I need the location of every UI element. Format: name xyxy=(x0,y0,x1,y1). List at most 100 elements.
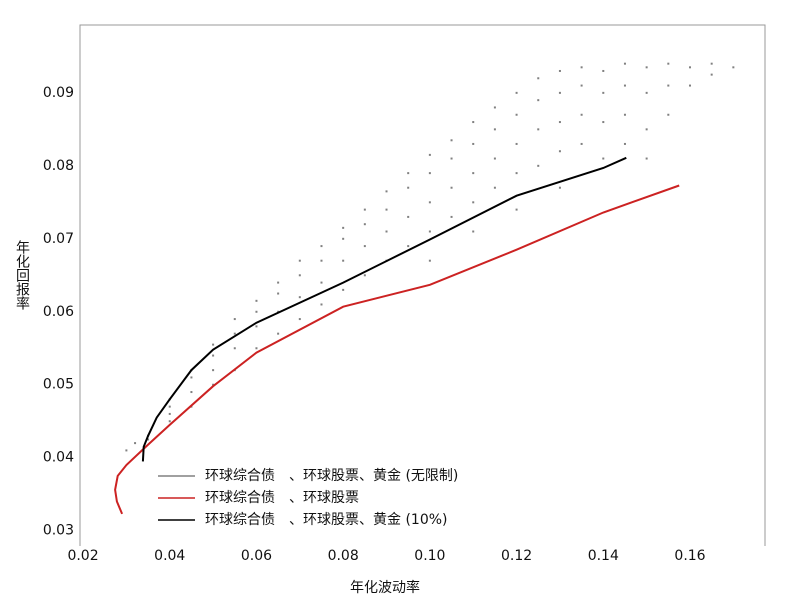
y-tick-label: 0.07 xyxy=(43,231,74,247)
scatter-point xyxy=(515,113,518,116)
scatter-point xyxy=(472,201,475,204)
series-line xyxy=(141,156,627,462)
scatter-point xyxy=(515,172,518,175)
scatter-point xyxy=(580,84,583,87)
scatter-point xyxy=(385,230,388,233)
scatter-point xyxy=(645,157,648,160)
scatter-point xyxy=(732,66,735,69)
scatter-point xyxy=(342,237,345,240)
scatter-point xyxy=(125,449,128,452)
scatter-point xyxy=(558,186,561,189)
scatter-point xyxy=(407,245,410,248)
scatter-point xyxy=(602,91,605,94)
y-tick-label: 0.09 xyxy=(43,85,74,101)
scatter-point xyxy=(255,310,258,313)
x-tick-label: 0.16 xyxy=(674,548,705,564)
scatter-point xyxy=(537,128,540,131)
scatter-point xyxy=(645,91,648,94)
scatter-point xyxy=(320,303,323,306)
scatter-point xyxy=(580,113,583,116)
scatter-point xyxy=(255,299,258,302)
y-tick-label: 0.04 xyxy=(43,450,74,466)
scatter-point xyxy=(645,66,648,69)
scatter-point xyxy=(277,292,280,295)
scatter-point xyxy=(298,296,301,299)
scatter-point xyxy=(602,69,605,72)
x-tick-label: 0.10 xyxy=(414,548,445,564)
y-tick-label: 0.05 xyxy=(43,377,74,393)
scatter-point xyxy=(212,343,215,346)
x-tick-label: 0.12 xyxy=(501,548,532,564)
y-tick-label: 0.06 xyxy=(43,304,74,320)
y-tick-label: 0.08 xyxy=(43,158,74,174)
scatter-point xyxy=(667,84,670,87)
scatter-point xyxy=(342,288,345,291)
scatter-point xyxy=(537,99,540,102)
scatter-point xyxy=(710,73,713,76)
scatter-point xyxy=(277,332,280,335)
y-tick-label: 0.03 xyxy=(43,523,74,539)
scatter-point xyxy=(515,142,518,145)
scatter-point xyxy=(667,113,670,116)
scatter-point xyxy=(190,376,193,379)
scatter-point xyxy=(558,121,561,124)
plot-frame xyxy=(79,24,766,546)
scatter-point xyxy=(688,66,691,69)
y-axis-label: 年化回报率 xyxy=(14,240,30,310)
scatter-point xyxy=(515,91,518,94)
x-tick-label: 0.14 xyxy=(588,548,619,564)
scatter-point xyxy=(450,157,453,160)
scatter-point xyxy=(472,142,475,145)
scatter-point xyxy=(667,62,670,65)
scatter-point xyxy=(537,164,540,167)
scatter-point xyxy=(472,172,475,175)
scatter-point xyxy=(558,150,561,153)
scatter-point xyxy=(385,190,388,193)
scatter-point xyxy=(450,215,453,218)
x-tick-label: 0.04 xyxy=(154,548,185,564)
scatter-point xyxy=(233,318,236,321)
scatter-point xyxy=(428,230,431,233)
scatter-point xyxy=(168,405,171,408)
scatter-point xyxy=(602,121,605,124)
scatter-point xyxy=(623,113,626,116)
scatter-point xyxy=(320,281,323,284)
scatter-point xyxy=(190,391,193,394)
scatter-point xyxy=(428,172,431,175)
scatter-point xyxy=(493,106,496,109)
scatter-point xyxy=(363,274,366,277)
scatter-point xyxy=(472,230,475,233)
scatter-point xyxy=(255,325,258,328)
x-axis-label: 年化波动率 xyxy=(350,579,420,596)
scatter-point xyxy=(623,62,626,65)
scatter-point xyxy=(407,172,410,175)
x-tick-label: 0.06 xyxy=(241,548,272,564)
scatter-point xyxy=(407,186,410,189)
scatter-point xyxy=(407,215,410,218)
scatter-point xyxy=(623,142,626,145)
scatter-point xyxy=(623,84,626,87)
scatter-point xyxy=(385,208,388,211)
scatter-point xyxy=(212,383,215,386)
scatter-point xyxy=(428,153,431,156)
scatter-point xyxy=(602,157,605,160)
scatter-point xyxy=(298,274,301,277)
scatter-point xyxy=(515,208,518,211)
scatter-point xyxy=(493,157,496,160)
scatter-point xyxy=(493,128,496,131)
x-tick-label: 0.02 xyxy=(67,548,98,564)
scatter-point xyxy=(493,186,496,189)
scatter-point xyxy=(233,347,236,350)
scatter-point xyxy=(298,259,301,262)
legend-label: 环球综合债 、环球股票 xyxy=(205,490,359,506)
scatter-point xyxy=(688,84,691,87)
scatter-point xyxy=(580,142,583,145)
scatter-point xyxy=(363,223,366,226)
scatter-point xyxy=(134,442,137,445)
scatter-point xyxy=(363,208,366,211)
scatter-point xyxy=(472,121,475,124)
x-tick-label: 0.08 xyxy=(328,548,359,564)
scatter-point xyxy=(147,438,150,441)
scatter-point xyxy=(645,128,648,131)
